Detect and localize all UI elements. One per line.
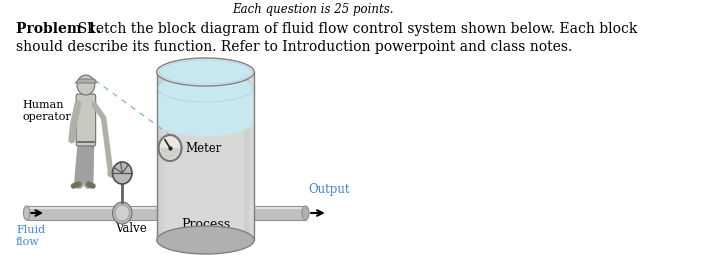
Circle shape (112, 162, 132, 184)
Ellipse shape (157, 58, 254, 86)
FancyBboxPatch shape (159, 72, 160, 240)
Ellipse shape (157, 226, 254, 254)
Text: Output: Output (308, 183, 350, 196)
Circle shape (112, 202, 132, 224)
FancyBboxPatch shape (247, 72, 249, 240)
Text: Valve: Valve (115, 222, 147, 235)
Ellipse shape (23, 206, 30, 220)
Circle shape (77, 75, 95, 95)
Circle shape (158, 135, 182, 161)
FancyBboxPatch shape (158, 72, 159, 240)
Text: Fluid
flow: Fluid flow (16, 225, 45, 247)
FancyBboxPatch shape (246, 72, 247, 240)
Text: Human
operator: Human operator (22, 100, 71, 122)
FancyBboxPatch shape (158, 88, 253, 122)
FancyBboxPatch shape (254, 206, 305, 220)
Polygon shape (75, 79, 97, 83)
Ellipse shape (302, 206, 309, 220)
Text: Process: Process (181, 218, 230, 231)
FancyBboxPatch shape (157, 72, 158, 240)
Text: should describe its function. Refer to Introduction powerpoint and class notes.: should describe its function. Refer to I… (16, 40, 572, 54)
FancyBboxPatch shape (252, 72, 253, 240)
Circle shape (115, 205, 129, 221)
FancyBboxPatch shape (27, 206, 157, 220)
FancyBboxPatch shape (160, 72, 162, 240)
Wedge shape (160, 148, 180, 159)
FancyBboxPatch shape (253, 72, 254, 240)
FancyBboxPatch shape (243, 72, 245, 240)
FancyBboxPatch shape (245, 72, 246, 240)
Ellipse shape (158, 74, 253, 102)
FancyBboxPatch shape (249, 72, 250, 240)
Text: Problem 1.: Problem 1. (16, 22, 101, 36)
Text: Sketch the block diagram of fluid flow control system shown below. Each block: Sketch the block diagram of fluid flow c… (69, 22, 638, 36)
Ellipse shape (159, 60, 252, 84)
FancyBboxPatch shape (162, 72, 163, 240)
FancyBboxPatch shape (76, 94, 95, 146)
Text: Each question is 25 points.: Each question is 25 points. (232, 3, 393, 16)
FancyBboxPatch shape (250, 72, 252, 240)
Text: Meter: Meter (185, 143, 221, 156)
FancyBboxPatch shape (157, 72, 254, 240)
Ellipse shape (158, 108, 253, 136)
